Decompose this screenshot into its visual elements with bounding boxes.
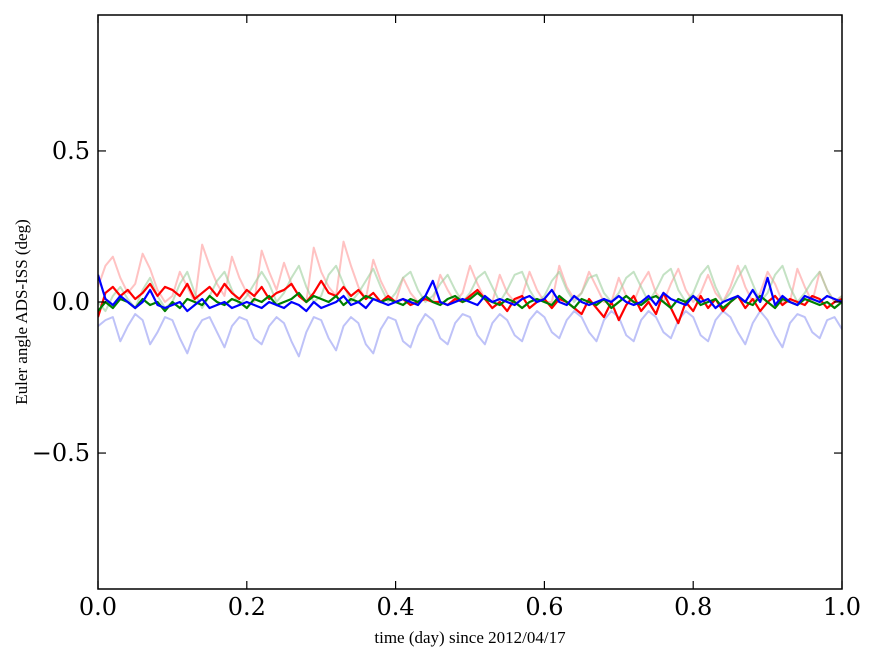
x-tick-labels: 0.0 0.2 0.4 0.6 0.8 1.0 <box>79 593 861 621</box>
y-tick-label: −0.5 <box>32 439 90 467</box>
x-tick-label: 0.4 <box>377 593 415 621</box>
plot-area <box>98 240 842 358</box>
x-tick-label: 0.8 <box>674 593 712 621</box>
x-tick-label: 0.2 <box>228 593 266 621</box>
y-tick-label: 0.5 <box>52 137 90 165</box>
y-axis-label: Euler angle ADS-ISS (deg) <box>12 219 31 405</box>
series-line-blue <box>98 274 842 313</box>
series-line-green-faint <box>98 264 842 313</box>
x-tick-label: 0.6 <box>525 593 563 621</box>
axis-ticks <box>97 15 843 589</box>
series-line-red-faint <box>98 240 842 303</box>
y-tick-label: 0.0 <box>52 288 90 316</box>
x-tick-label: 1.0 <box>823 593 861 621</box>
x-tick-label: 0.0 <box>79 593 117 621</box>
x-axis-label: time (day) since 2012/04/17 <box>374 628 566 647</box>
y-tick-labels: −0.5 0.0 0.5 <box>32 137 90 467</box>
series-line-blue-faint <box>98 310 842 358</box>
